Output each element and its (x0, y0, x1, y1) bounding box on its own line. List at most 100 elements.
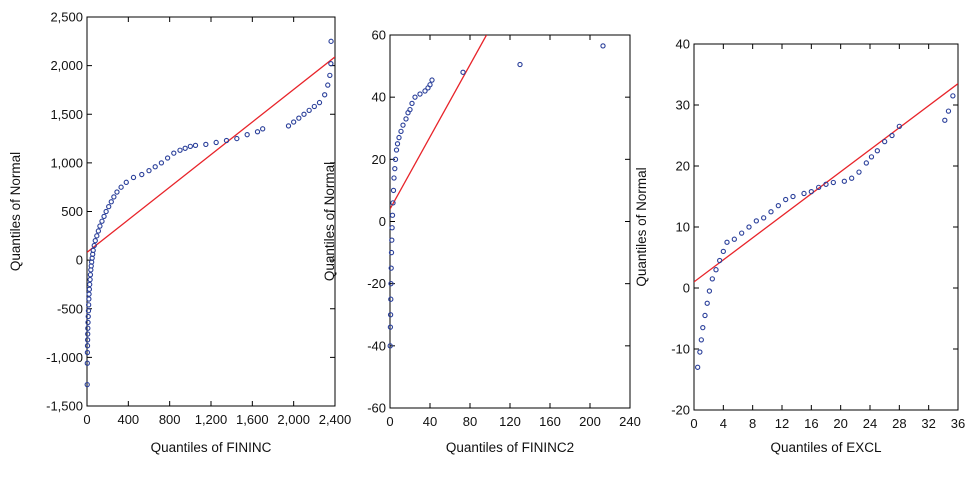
x-tick-label: 28 (892, 416, 906, 431)
data-point (85, 325, 91, 331)
x-tick-label: 16 (804, 416, 818, 431)
data-point (830, 179, 836, 186)
data-point (85, 308, 92, 314)
data-point (101, 213, 107, 220)
data-point (388, 296, 394, 302)
data-point (753, 218, 759, 224)
data-point (849, 175, 855, 181)
data-point (103, 208, 109, 215)
data-point (387, 324, 394, 330)
data-point (874, 148, 880, 154)
data-point (896, 123, 902, 129)
data-point (460, 69, 466, 75)
reference-line (694, 83, 958, 283)
reference-line (87, 56, 335, 253)
data-point (417, 91, 423, 97)
data-point (84, 349, 91, 356)
y-tick-label: 0 (76, 253, 83, 268)
data-point (85, 331, 91, 337)
data-point (387, 312, 394, 318)
data-point (713, 267, 719, 273)
data-point (823, 181, 829, 187)
x-tick-label: 0 (690, 416, 697, 431)
y-tick-label: 40 (676, 37, 690, 52)
data-point (775, 202, 781, 209)
data-point (86, 296, 92, 302)
data-point (403, 116, 409, 122)
x-tick-label: 200 (579, 414, 601, 429)
x-axis-label: Quantiles of FININC (151, 440, 272, 455)
data-point (731, 236, 737, 242)
x-tick-label: 8 (749, 416, 756, 431)
y-axis-label: Quantiles of Normal (634, 167, 649, 286)
data-point (84, 337, 91, 343)
data-point (234, 135, 240, 142)
data-point (87, 272, 94, 278)
y-tick-label: 500 (61, 204, 83, 219)
data-point (306, 107, 312, 114)
x-tick-label: 36 (951, 416, 965, 431)
data-point (87, 281, 93, 288)
y-tick-label: 30 (676, 98, 690, 113)
y-tick-label: 2,500 (50, 10, 83, 25)
plot-frame (86, 16, 336, 407)
data-point (697, 349, 703, 355)
data-point (400, 122, 406, 128)
data-point (388, 249, 395, 256)
data-point (260, 126, 266, 132)
data-point (118, 184, 124, 190)
x-tick-label: 20 (833, 416, 847, 431)
data-point (95, 228, 102, 234)
x-tick-label: 40 (423, 414, 437, 429)
data-point (139, 171, 145, 178)
data-point (739, 230, 745, 236)
x-tick-label: 12 (775, 416, 789, 431)
data-point (84, 343, 91, 349)
data-point (394, 141, 401, 147)
data-point (390, 200, 396, 206)
x-axis-label: Quantiles of EXCL (770, 440, 882, 455)
data-point (422, 88, 428, 94)
plot-frame (389, 34, 631, 409)
data-point (152, 164, 158, 170)
data-point (311, 103, 317, 110)
data-point (808, 188, 814, 195)
data-point (85, 313, 91, 320)
y-tick-label: 0 (379, 214, 386, 229)
data-point (517, 61, 523, 68)
data-point (783, 196, 789, 203)
x-tick-label: 24 (863, 416, 877, 431)
data-point (244, 132, 250, 138)
data-point (322, 92, 328, 98)
data-point (316, 99, 323, 106)
x-tick-label: 400 (117, 412, 139, 427)
data-point (87, 276, 93, 283)
x-tick-label: 120 (499, 414, 521, 429)
data-point (768, 209, 774, 215)
y-axis-label: Quantiles of Normal (322, 162, 337, 281)
x-tick-label: 240 (619, 414, 641, 429)
data-point (409, 100, 415, 107)
data-point (86, 291, 92, 297)
data-point (388, 265, 394, 271)
x-tick-label: 0 (83, 412, 90, 427)
y-tick-label: 1,500 (50, 107, 83, 122)
qq-plot-panel-1: -1,500 -1,000 -500 0 500 1,000 1,500 2,000 2,500… (8, 10, 351, 456)
data-point (106, 203, 112, 210)
data-point (398, 128, 404, 135)
y-tick-label: 1,000 (50, 155, 83, 170)
y-tick-label: -60 (367, 401, 386, 416)
x-tick-label: 4 (720, 416, 727, 431)
data-point (177, 147, 183, 153)
reference-line (390, 35, 488, 210)
data-point (407, 106, 413, 113)
y-tick-label: -20 (367, 276, 386, 291)
data-point (429, 77, 435, 83)
data-point (412, 94, 418, 100)
data-point (720, 248, 726, 255)
data-point (146, 168, 152, 174)
data-point (389, 225, 395, 231)
data-point (254, 129, 261, 135)
y-tick-label: -40 (367, 338, 386, 353)
